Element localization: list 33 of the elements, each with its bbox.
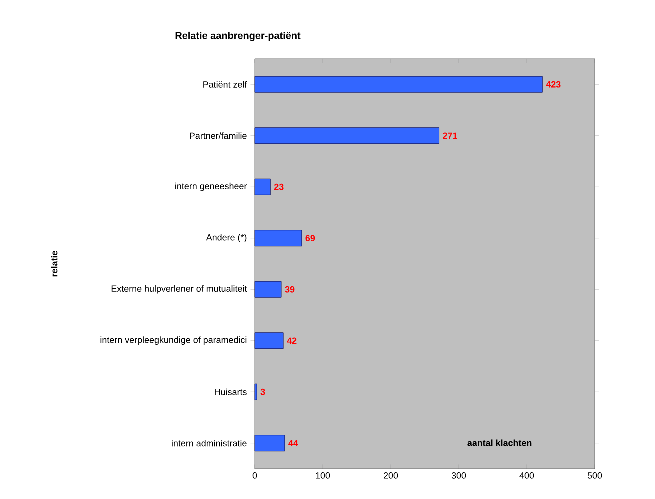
y-tick-label: Huisarts — [215, 388, 247, 396]
data-label: 42 — [287, 338, 297, 344]
x-tick-label: 200 — [384, 472, 398, 479]
bar — [254, 435, 286, 452]
y-tick-label: Andere (*) — [206, 234, 247, 243]
y-axis-title: relatie — [51, 251, 58, 277]
data-label: 3 — [260, 388, 266, 396]
y-tick-label: Partner/familie — [190, 132, 247, 140]
bar — [254, 230, 302, 247]
y-tick-label: Patiënt zelf — [204, 81, 248, 88]
bar — [254, 76, 543, 93]
data-label: 44 — [288, 440, 298, 446]
bar — [254, 178, 271, 196]
data-label: 423 — [546, 81, 561, 88]
x-tick-label: 100 — [316, 472, 330, 479]
x-tick-label: 500 — [588, 472, 602, 479]
data-label: 69 — [306, 235, 316, 242]
bar — [254, 128, 440, 144]
y-tick-label: intern geneesheer — [176, 182, 248, 192]
data-label: 39 — [285, 286, 295, 293]
y-tick-label: Externe hulpverlener of mutualiteit — [112, 285, 248, 294]
bar — [254, 281, 282, 298]
x-axis-title: aantal klachten — [468, 440, 532, 446]
data-label: 23 — [274, 184, 284, 190]
data-label: 271 — [443, 132, 458, 139]
x-tick-label: 300 — [452, 472, 466, 479]
x-tick-label: 400 — [520, 472, 534, 479]
y-tick-label: intern administratie — [172, 440, 247, 447]
y-tick-label: intern verpleegkundige of paramedici — [100, 336, 247, 346]
x-tick-label: 0 — [252, 472, 258, 479]
bar — [254, 332, 284, 350]
bar — [254, 384, 258, 400]
chart-title: Relatie aanbrenger-patiënt — [176, 32, 301, 42]
